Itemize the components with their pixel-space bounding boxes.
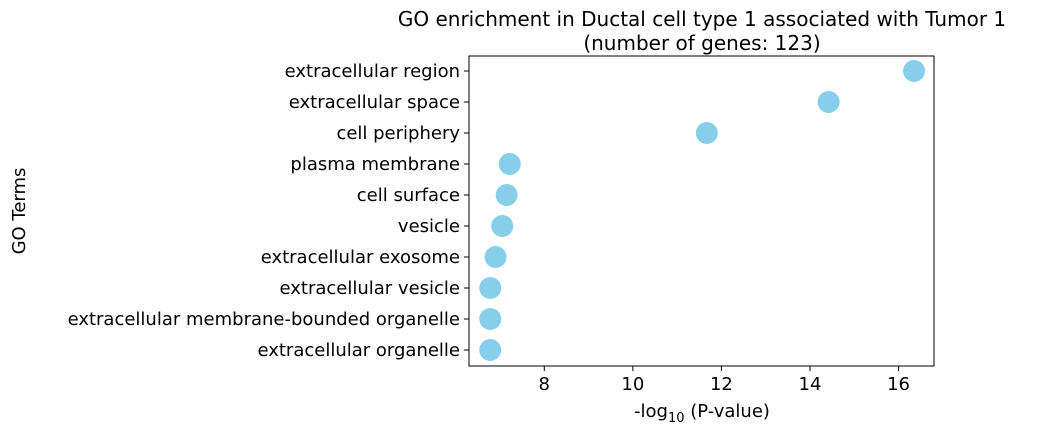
x-tick-label: 16 bbox=[887, 374, 910, 395]
data-point bbox=[479, 339, 502, 361]
y-tick-label: extracellular vesicle bbox=[279, 278, 460, 299]
data-point bbox=[484, 246, 507, 268]
y-axis-label: GO Terms bbox=[9, 168, 30, 255]
chart-title: GO enrichment in Ductal cell type 1 asso… bbox=[398, 7, 1006, 31]
y-tick-label: extracellular space bbox=[289, 92, 460, 113]
chart-subtitle: (number of genes: 123) bbox=[583, 31, 820, 55]
x-axis-label: -log10 (P-value) bbox=[634, 401, 770, 426]
x-tick-label: 14 bbox=[799, 374, 822, 395]
y-tick-label: extracellular region bbox=[285, 61, 460, 82]
y-tick-label: extracellular exosome bbox=[261, 247, 460, 268]
y-tick-label: cell surface bbox=[357, 185, 460, 206]
y-tick-label: plasma membrane bbox=[290, 154, 460, 175]
x-tick-label: 10 bbox=[621, 374, 644, 395]
y-tick-label: vesicle bbox=[398, 216, 460, 237]
data-point bbox=[479, 308, 502, 330]
x-axis-label-subscript: 10 bbox=[668, 411, 685, 426]
y-tick-label: cell periphery bbox=[336, 123, 460, 144]
x-axis-label-suffix: (P-value) bbox=[685, 401, 770, 422]
x-axis-ticks: 8 10 12 14 16 bbox=[539, 366, 910, 395]
data-point bbox=[495, 184, 518, 206]
y-tick-label: extracellular organelle bbox=[257, 340, 460, 361]
data-point bbox=[491, 215, 514, 237]
data-point bbox=[695, 122, 718, 144]
y-axis-ticks: extracellular region extracellular space c… bbox=[68, 61, 469, 361]
plot-frame bbox=[468, 55, 935, 367]
x-tick-label: 12 bbox=[710, 374, 733, 395]
data-points bbox=[479, 60, 926, 361]
x-axis-label-prefix: -log bbox=[634, 401, 668, 422]
y-tick-label: extracellular membrane-bounded organelle bbox=[68, 309, 460, 330]
data-point bbox=[817, 91, 840, 113]
data-point bbox=[903, 60, 926, 82]
data-point bbox=[498, 153, 521, 175]
data-point bbox=[479, 277, 502, 299]
x-tick-label: 8 bbox=[539, 374, 550, 395]
